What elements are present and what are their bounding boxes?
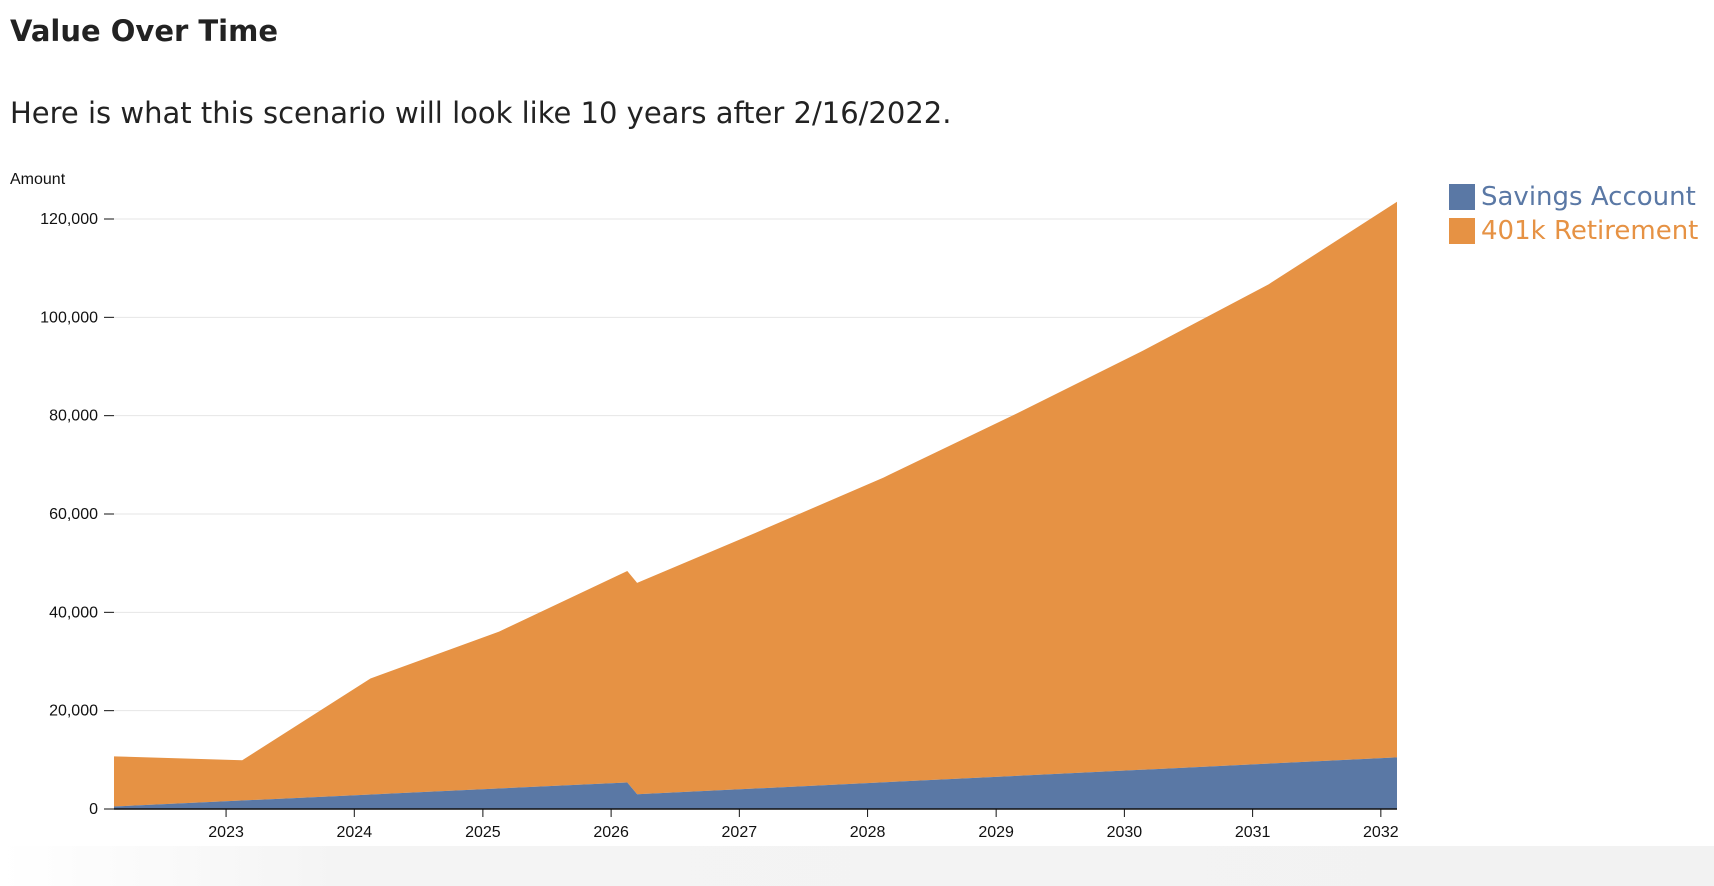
y-tick-label-100000: 100,000 [40,309,98,326]
x-tick-label-2032: 2032 [1363,824,1399,841]
legend-swatch-savings-account [1449,184,1475,210]
y-tick-label-60000: 60,000 [49,506,98,523]
x-tick-label-2031: 2031 [1235,824,1271,841]
x-tick-label-2027: 2027 [722,824,758,841]
stacked-areas [114,201,1397,809]
y-axis-title: Amount [10,171,66,188]
area-401k-retirement [114,201,1397,807]
y-tick-label-0: 0 [89,801,98,818]
x-tick-label-2026: 2026 [593,824,629,841]
y-tick-label-40000: 40,000 [49,604,98,621]
legend-label-savings-account: Savings Account [1481,182,1696,212]
x-tick-label-2030: 2030 [1107,824,1143,841]
x-tick-label-2023: 2023 [208,824,244,841]
bottom-scroll-shadow [0,846,1714,886]
legend: Savings Account 401k Retirement [1449,180,1698,248]
y-tick-label-80000: 80,000 [49,408,98,425]
x-tick-label-2029: 2029 [978,824,1014,841]
legend-swatch-401k-retirement [1449,218,1475,244]
page-title: Value Over Time [10,14,279,48]
x-tick-label-2024: 2024 [337,824,373,841]
legend-item-savings-account[interactable]: Savings Account [1449,180,1698,214]
y-tick-label-20000: 20,000 [49,703,98,720]
axes: 0 20,000 40,000 60,000 80,000 100,000 120,000 2… [40,211,1399,841]
area-savings-account [114,757,1397,809]
x-tick-label-2028: 2028 [850,824,886,841]
y-tick-label-120000: 120,000 [40,211,98,228]
scenario-description: Here is what this scenario will look lik… [10,96,952,130]
legend-item-401k-retirement[interactable]: 401k Retirement [1449,214,1698,248]
legend-label-401k-retirement: 401k Retirement [1481,216,1699,246]
x-tick-label-2025: 2025 [465,824,501,841]
